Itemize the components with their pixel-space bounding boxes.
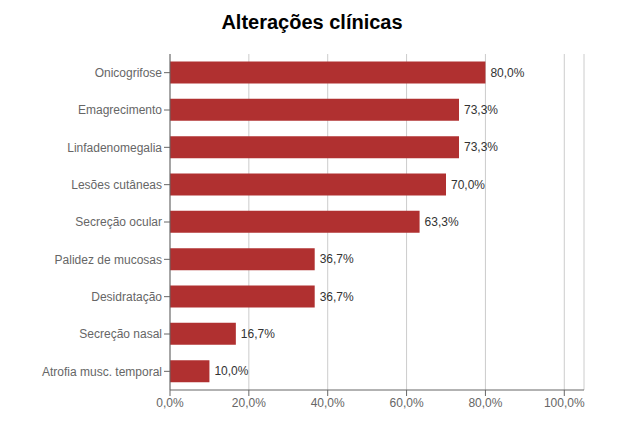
svg-text:20,0%: 20,0% (232, 396, 266, 410)
svg-text:80,0%: 80,0% (490, 66, 524, 80)
svg-text:100,0%: 100,0% (544, 396, 585, 410)
svg-text:73,3%: 73,3% (464, 140, 498, 154)
svg-text:16,7%: 16,7% (241, 327, 275, 341)
svg-text:Linfadenomegalia: Linfadenomegalia (67, 141, 162, 155)
svg-text:80,0%: 80,0% (468, 396, 502, 410)
svg-text:36,7%: 36,7% (320, 252, 354, 266)
svg-text:73,3%: 73,3% (464, 103, 498, 117)
svg-text:Desidratação: Desidratação (91, 290, 162, 304)
svg-text:Atrofia musc. temporal: Atrofia musc. temporal (42, 365, 162, 379)
svg-text:Lesões cutâneas: Lesões cutâneas (71, 178, 162, 192)
svg-text:60,0%: 60,0% (390, 396, 424, 410)
svg-text:Emagrecimento: Emagrecimento (78, 103, 162, 117)
svg-text:Onicogrifose: Onicogrifose (95, 66, 163, 80)
svg-text:63,3%: 63,3% (425, 215, 459, 229)
svg-text:Palidez de mucosas: Palidez de mucosas (55, 253, 162, 267)
svg-text:10,0%: 10,0% (214, 364, 248, 378)
html-text:Alterações clínicas: Alterações clínicas (221, 11, 403, 33)
svg-text:36,7%: 36,7% (320, 290, 354, 304)
svg-text:40,0%: 40,0% (311, 396, 345, 410)
svg-text:Secreção ocular: Secreção ocular (75, 215, 162, 229)
svg-text:Secreção nasal: Secreção nasal (79, 327, 162, 341)
svg-text:0,0%: 0,0% (156, 396, 184, 410)
svg-text:70,0%: 70,0% (451, 178, 485, 192)
